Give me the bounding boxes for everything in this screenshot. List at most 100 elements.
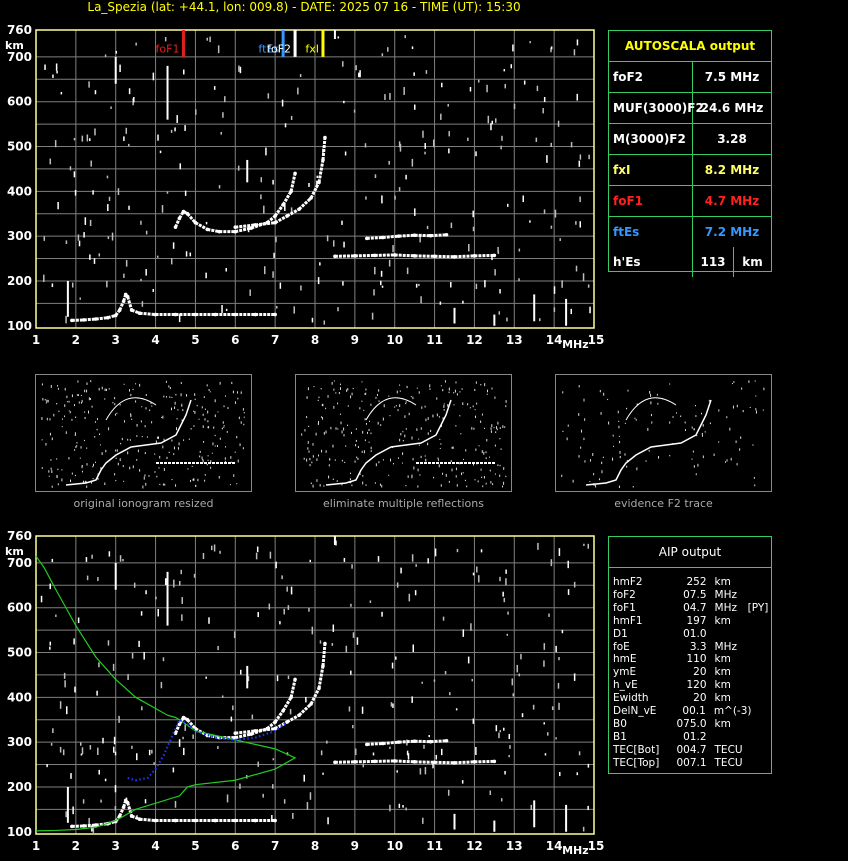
echo-speck [504,771,506,775]
thumbnail-speck [234,451,236,453]
thumbnail-speck [658,455,660,459]
thumbnail-speck [584,418,586,421]
echo-speck [579,221,581,228]
thumbnail-speck [364,418,366,421]
thumbnail-speck [65,431,67,434]
thumbnail-speck [79,457,81,459]
thumbnail-speck [332,445,334,448]
trace-point [492,759,497,764]
echo-speck [412,644,415,653]
aip-cell: km [714,576,731,588]
trace-point [185,717,190,722]
trace-segment [83,317,96,322]
thumbnail-speck [741,387,743,390]
echo-speck [51,283,54,288]
thumbnail-speck [697,463,699,467]
thumbnail-speck [356,456,358,459]
echo-speck [309,559,312,563]
echo-speck [384,94,386,100]
thumbnail-speck [456,393,458,396]
aip-cell: hmF2 [613,576,643,588]
echo-speck [573,673,576,681]
echo-speck [550,225,553,229]
echo-speck [237,165,240,171]
thumbnail-speck [378,389,380,392]
thumbnail-speck [491,387,493,390]
thumbnail-speck [129,389,131,392]
echo-speck [335,540,337,546]
thumbnail-speck [171,439,173,442]
echo-speck [71,282,74,288]
thumbnail-speck [417,468,419,472]
thumbnail-speck [105,388,107,392]
echo-speck [178,580,181,586]
thumbnail-speck [736,404,738,408]
thumbnail-speck [312,443,314,446]
thumbnail-speck [163,468,165,471]
echo-speck [249,289,251,296]
thumbnail-speck [202,413,204,416]
thumbnail-speck [218,475,220,479]
thumbnail-speck [742,410,744,413]
thumbnail-speck [347,388,349,391]
thumbnail-speck [145,407,147,410]
thumbnail-speck [156,436,158,439]
trace-segment [126,802,134,817]
thumbnail-speck [601,470,603,474]
thumbnail-speck [114,473,116,476]
thumbnail-speck [41,383,43,386]
echo-speck [547,732,549,736]
thumbnail-speck [164,483,166,486]
thumbnail-speck [463,458,465,460]
echo-speck [108,551,111,557]
echo-speck [275,236,277,243]
aip-cell [748,679,771,692]
thumbnail-speck [120,442,122,445]
trace-segment [298,196,313,211]
echo-speck [60,91,63,95]
profile-line [127,718,288,782]
trace-point [233,731,238,735]
thumbnail-speck [168,385,170,388]
thumbnail-speck [634,417,636,419]
echo-speck [542,108,544,114]
thumbnail-speck [345,445,347,447]
thumbnail-speck [57,387,59,390]
thumbnail-speck [490,427,492,430]
thumbnail-speck [440,443,442,445]
thumbnail-speck [176,418,178,420]
echo-speck [506,317,508,322]
aip-cell [748,653,771,666]
echo-speck [274,216,277,222]
thumbnail-speck [117,462,119,466]
echo-speck [516,664,519,673]
thumbnail-speck [362,481,364,485]
echo-speck [578,160,581,167]
thumbnail-speck [148,475,150,477]
thumbnail-speck [726,416,728,419]
trace-point [333,760,337,765]
y-tick-label: 400 [7,690,32,704]
echo-speck [100,799,102,803]
echo-speck [499,576,501,582]
thumbnail-speck [86,389,88,393]
thumbnail-trace-line [105,397,157,421]
echo-speck [82,799,85,804]
thumbnail-speck [58,410,60,413]
thumbnail-speck [112,402,114,404]
thumbnail-speck [325,430,327,434]
trace-point [472,254,477,258]
thumbnail-speck [337,428,339,430]
aip-row: TEC[Top] 007.1 TECU [613,757,771,770]
thumbnail-speck [672,416,674,418]
thumbnail-speck [130,414,132,418]
echo-speck [322,772,324,775]
trace-point [321,158,325,162]
thumbnail-speck [366,431,368,434]
thumbnail-speck [338,392,340,395]
trace-segment [95,316,108,321]
thumbnail-speck [421,406,423,409]
echo-speck [461,780,464,784]
aip-cell [748,731,771,744]
thumbnail-speck [201,456,203,460]
